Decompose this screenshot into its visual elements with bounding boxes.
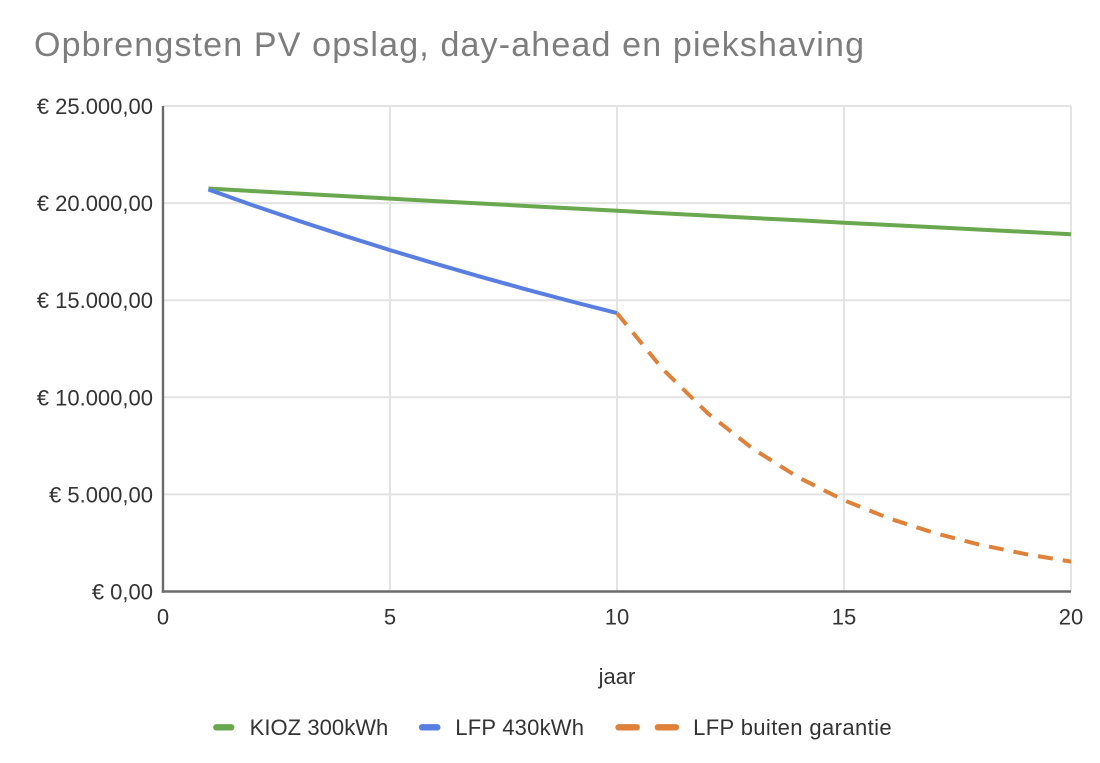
svg-text:jaar: jaar bbox=[598, 664, 636, 689]
svg-text:5: 5 bbox=[384, 605, 396, 630]
svg-text:€ 10.000,00: € 10.000,00 bbox=[37, 385, 153, 410]
svg-text:€ 20.000,00: € 20.000,00 bbox=[37, 191, 153, 216]
svg-text:Opbrengsten PV opslag, day-ahe: Opbrengsten PV opslag, day-ahead en piek… bbox=[34, 26, 864, 64]
svg-text:15: 15 bbox=[832, 605, 856, 630]
svg-text:LFP buiten garantie: LFP buiten garantie bbox=[693, 715, 892, 740]
svg-text:10: 10 bbox=[605, 605, 629, 630]
svg-text:KIOZ 300kWh: KIOZ 300kWh bbox=[250, 715, 389, 740]
svg-text:LFP 430kWh: LFP 430kWh bbox=[455, 715, 584, 740]
svg-text:€ 15.000,00: € 15.000,00 bbox=[37, 288, 153, 313]
svg-text:€ 0,00: € 0,00 bbox=[92, 580, 153, 605]
svg-text:€ 5.000,00: € 5.000,00 bbox=[49, 482, 153, 507]
svg-text:€ 25.000,00: € 25.000,00 bbox=[37, 94, 153, 119]
svg-text:0: 0 bbox=[157, 605, 169, 630]
svg-text:20: 20 bbox=[1059, 605, 1083, 630]
